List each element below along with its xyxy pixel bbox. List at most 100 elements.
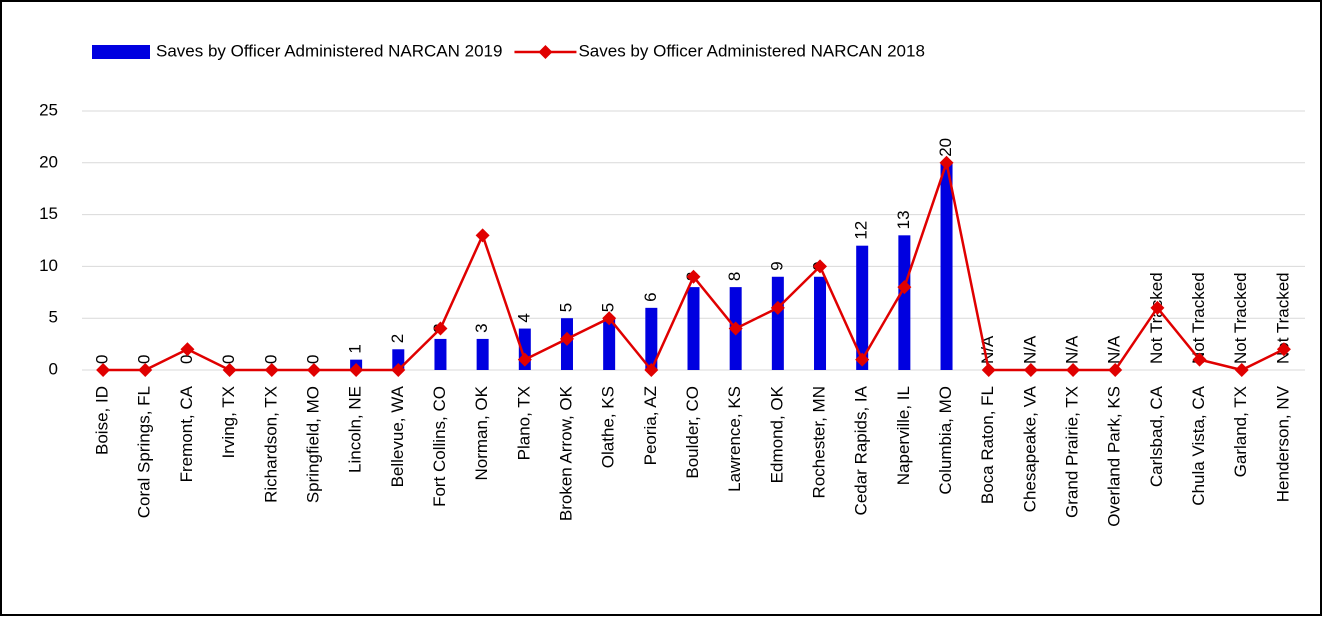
x-tick-label: Overland Park, KS xyxy=(1105,386,1124,527)
bar xyxy=(392,349,405,370)
x-tick-label: Springfield, MO xyxy=(303,386,322,503)
data-label: 0 xyxy=(135,355,154,364)
x-tick-label: Broken Arrow, OK xyxy=(556,385,575,521)
line-marker xyxy=(728,321,743,336)
x-tick-label: Bellevue, WA xyxy=(388,385,407,487)
data-label: Not Tracked xyxy=(1147,272,1166,364)
legend-swatch xyxy=(92,45,150,59)
x-tick-label: Chesapeake, VA xyxy=(1020,385,1039,512)
x-tick-label: Carlsbad, CA xyxy=(1147,385,1166,487)
y-tick-label: 25 xyxy=(39,100,58,119)
data-label: 0 xyxy=(177,355,196,364)
line-marker xyxy=(686,269,701,284)
y-tick-label: 15 xyxy=(39,204,58,223)
data-label: 13 xyxy=(894,210,913,229)
data-label: 3 xyxy=(472,323,491,332)
line-marker xyxy=(1066,363,1081,377)
x-tick-label: Rochester, MN xyxy=(810,386,829,498)
x-tick-label: Plano, TX xyxy=(514,386,533,460)
line-marker xyxy=(517,352,532,367)
bar xyxy=(603,318,616,370)
line-marker xyxy=(96,363,111,377)
bar xyxy=(898,235,911,370)
line-marker xyxy=(897,280,912,295)
legend-label: Saves by Officer Administered NARCAN 201… xyxy=(578,41,924,60)
line-marker xyxy=(559,331,574,346)
y-tick-label: 20 xyxy=(39,152,58,171)
line-marker xyxy=(349,363,364,377)
y-tick-label: 0 xyxy=(49,359,58,378)
x-tick-label: Naperville, IL xyxy=(894,386,913,485)
line-marker xyxy=(1108,363,1123,377)
data-label: Not Tracked xyxy=(1231,272,1250,364)
data-label: 0 xyxy=(93,355,112,364)
bar xyxy=(687,287,700,370)
x-tick-label: Boca Raton, FL xyxy=(978,386,997,504)
line-marker xyxy=(1023,363,1038,377)
x-tick-label: Peoria, AZ xyxy=(641,386,660,465)
data-label: N/A xyxy=(1020,335,1039,364)
x-tick-label: Boise, ID xyxy=(93,386,112,455)
legend-marker xyxy=(538,45,553,59)
data-label: 0 xyxy=(219,355,238,364)
data-label: 20 xyxy=(936,138,955,157)
x-tick-label: Edmond, OK xyxy=(767,385,786,483)
data-label: 5 xyxy=(599,303,618,312)
line-marker xyxy=(981,363,996,377)
x-tick-label: Lawrence, KS xyxy=(725,386,744,492)
line-marker xyxy=(602,311,617,326)
bar xyxy=(645,307,658,370)
x-tick-label: Chula Vista, CA xyxy=(1189,385,1208,505)
x-tick-label: Columbia, MO xyxy=(936,386,955,495)
x-tick-label: Cedar Rapids, IA xyxy=(852,385,871,515)
bar xyxy=(476,338,489,370)
data-label: 12 xyxy=(852,221,871,240)
data-label: 5 xyxy=(556,303,575,312)
x-tick-label: Boulder, CO xyxy=(683,386,702,479)
line-marker xyxy=(1150,300,1165,315)
data-label: N/A xyxy=(1105,335,1124,364)
line-marker xyxy=(939,155,954,170)
bar xyxy=(814,276,827,370)
y-tick-label: 10 xyxy=(39,256,58,275)
x-tick-label: Grand Prairie, TX xyxy=(1063,386,1082,518)
x-tick-label: Lincoln, NE xyxy=(346,386,365,473)
line-marker xyxy=(180,342,195,357)
line-marker xyxy=(1192,352,1207,367)
line-marker xyxy=(138,363,153,377)
x-tick-label: Richardson, TX xyxy=(261,386,280,503)
x-tick-label: Olathe, KS xyxy=(599,386,618,468)
line-marker xyxy=(644,363,659,377)
bar xyxy=(771,276,784,370)
line-marker xyxy=(306,363,321,377)
data-label: 9 xyxy=(767,261,786,270)
x-tick-label: Fremont, CA xyxy=(177,385,196,482)
legend-label: Saves by Officer Administered NARCAN 201… xyxy=(156,41,502,60)
line-marker xyxy=(770,300,785,315)
line-marker xyxy=(475,228,490,243)
data-label: 4 xyxy=(514,313,533,322)
data-label: 0 xyxy=(303,355,322,364)
x-tick-label: Coral Springs, FL xyxy=(135,386,154,518)
bar xyxy=(434,338,447,370)
data-label: 1 xyxy=(346,344,365,353)
x-tick-label: Irving, TX xyxy=(219,386,238,458)
y-tick-label: 5 xyxy=(49,308,58,327)
x-tick-label: Fort Collins, CO xyxy=(430,386,449,507)
x-tick-label: Norman, OK xyxy=(472,385,491,480)
bar xyxy=(940,162,953,370)
bar xyxy=(856,245,869,370)
x-tick-label: Henderson, NV xyxy=(1273,385,1292,502)
x-tick-label: Garland, TX xyxy=(1231,386,1250,477)
line-marker xyxy=(855,352,870,367)
data-label: Not Tracked xyxy=(1189,272,1208,364)
data-label: 0 xyxy=(261,355,280,364)
line-marker xyxy=(1234,363,1249,377)
line-marker xyxy=(1276,342,1291,357)
line-marker xyxy=(222,363,237,377)
line-marker xyxy=(433,321,448,336)
data-label: 6 xyxy=(641,292,660,301)
data-label: 2 xyxy=(388,334,407,343)
